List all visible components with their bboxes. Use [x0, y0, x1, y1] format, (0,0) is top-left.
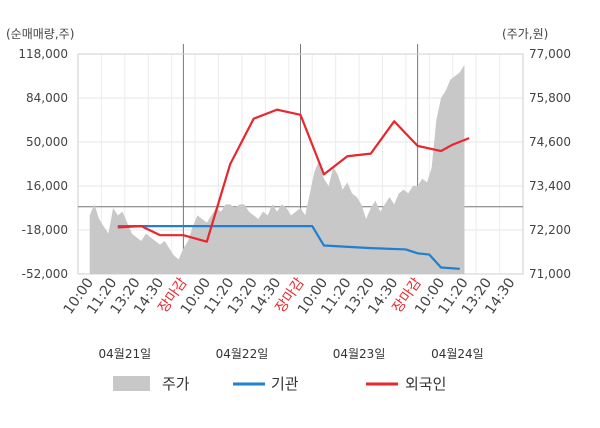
- series-layer: [117, 108, 470, 270]
- date-labels: 04월21일 04월22일 04월23일 04월24일: [99, 347, 484, 361]
- left-tick-label: -18,000: [22, 223, 68, 237]
- institution-line: [117, 225, 460, 270]
- right-tick-label: 75,800: [529, 91, 571, 105]
- left-tick-label: 84,000: [26, 91, 68, 105]
- right-axis-label: (주가,원): [502, 27, 548, 41]
- price-area-layer: [89, 65, 465, 274]
- legend: 주가 기관 외국인: [113, 375, 446, 393]
- right-tick-label: 72,200: [529, 223, 571, 237]
- price-area: [89, 65, 465, 274]
- legend-label-price: 주가: [162, 375, 190, 393]
- left-axis-label: (순매매량,주): [6, 27, 74, 41]
- foreign-line: [117, 108, 470, 243]
- legend-swatch-price: [113, 376, 150, 391]
- right-axis: (주가,원) 77,000 75,800 74,600 73,400 72,200 71,…: [502, 27, 571, 281]
- left-axis: (순매매량,주) 118,000 84,000 50,000 16,000 -18,00…: [6, 27, 74, 281]
- right-tick-label: 73,400: [529, 179, 571, 193]
- left-tick-label: 50,000: [26, 135, 68, 149]
- date-label: 04월21일: [99, 347, 152, 361]
- date-label: 04월24일: [431, 347, 484, 361]
- right-tick-label: 71,000: [529, 267, 571, 281]
- legend-label-foreign: 외국인: [405, 375, 446, 393]
- x-axis: 10:0011:2013:2014:30장마감10:0011:2013:2014…: [61, 275, 519, 317]
- date-label: 04월23일: [333, 347, 386, 361]
- right-tick-label: 74,600: [529, 135, 571, 149]
- date-label: 04월22일: [216, 347, 269, 361]
- legend-label-institution: 기관: [271, 375, 299, 393]
- left-tick-label: 16,000: [26, 179, 68, 193]
- right-tick-label: 77,000: [529, 47, 571, 61]
- left-tick-label: -52,000: [22, 267, 68, 281]
- left-tick-label: 118,000: [18, 47, 68, 61]
